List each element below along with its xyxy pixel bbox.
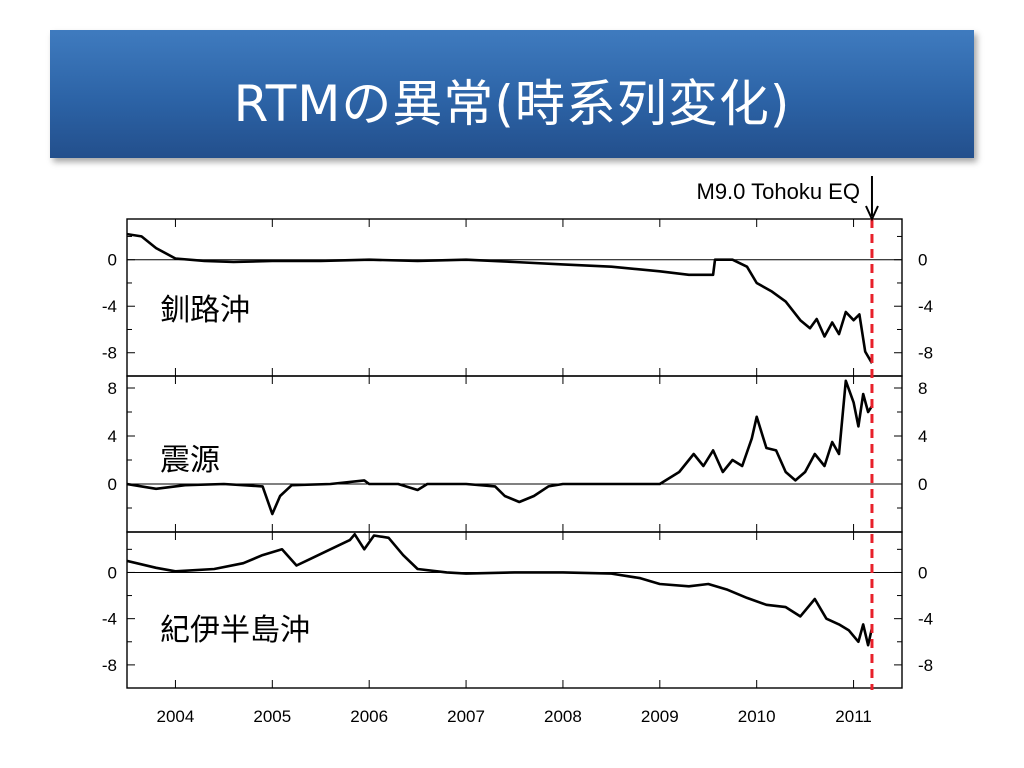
x-tick-label: 2009 <box>641 707 679 726</box>
x-tick-label: 2011 <box>835 707 872 726</box>
y-tick-label-right: 4 <box>918 427 927 446</box>
y-tick-label-left: 0 <box>108 475 117 494</box>
y-tick-label-left: -4 <box>102 610 117 629</box>
rtm-chart: 0 0 -4 -4 -8 -8 釧路沖 8 8 4 4 0 0 震源 0 0 -4 -4 -8 -8 紀伊半島沖 2004… <box>102 176 933 726</box>
y-tick-label-left: 0 <box>108 563 117 582</box>
title-banner: RTMの異常(時系列変化) <box>50 30 974 158</box>
panel-label: 震源 <box>160 443 220 478</box>
x-tick-label: 2010 <box>738 707 776 726</box>
x-tick-label: 2004 <box>157 707 195 726</box>
y-tick-label-right: -4 <box>918 610 933 629</box>
y-tick-label-right: -8 <box>918 344 933 363</box>
series-line <box>126 533 874 647</box>
y-tick-label-right: 0 <box>918 563 927 582</box>
x-tick-label: 2008 <box>544 707 582 726</box>
y-tick-label-left: -8 <box>102 656 117 675</box>
x-tick-label: 2006 <box>350 707 388 726</box>
panel-frame <box>126 531 903 689</box>
y-tick-label-right: 8 <box>918 379 927 398</box>
y-tick-label-left: 8 <box>108 379 117 398</box>
x-tick-label: 2005 <box>253 707 291 726</box>
panel-frame <box>126 375 903 533</box>
y-tick-label-right: -4 <box>918 297 933 316</box>
y-tick-label-left: -4 <box>102 297 117 316</box>
annotation-text: M9.0 Tohoku EQ <box>697 179 860 204</box>
y-tick-label-left: 4 <box>108 427 117 446</box>
y-tick-label-right: 0 <box>918 251 927 270</box>
y-tick-label-right: -8 <box>918 656 933 675</box>
series-line <box>126 232 874 364</box>
y-tick-label-right: 0 <box>918 475 927 494</box>
y-tick-label-left: -8 <box>102 344 117 363</box>
panel-label: 紀伊半島沖 <box>160 613 310 648</box>
slide-title: RTMの異常(時系列変化) <box>233 75 791 133</box>
panel-label: 釧路沖 <box>160 293 250 328</box>
y-tick-label-left: 0 <box>108 251 117 270</box>
series-line <box>126 379 874 516</box>
annotation-arrowhead <box>865 205 879 222</box>
x-tick-label: 2007 <box>447 707 485 726</box>
